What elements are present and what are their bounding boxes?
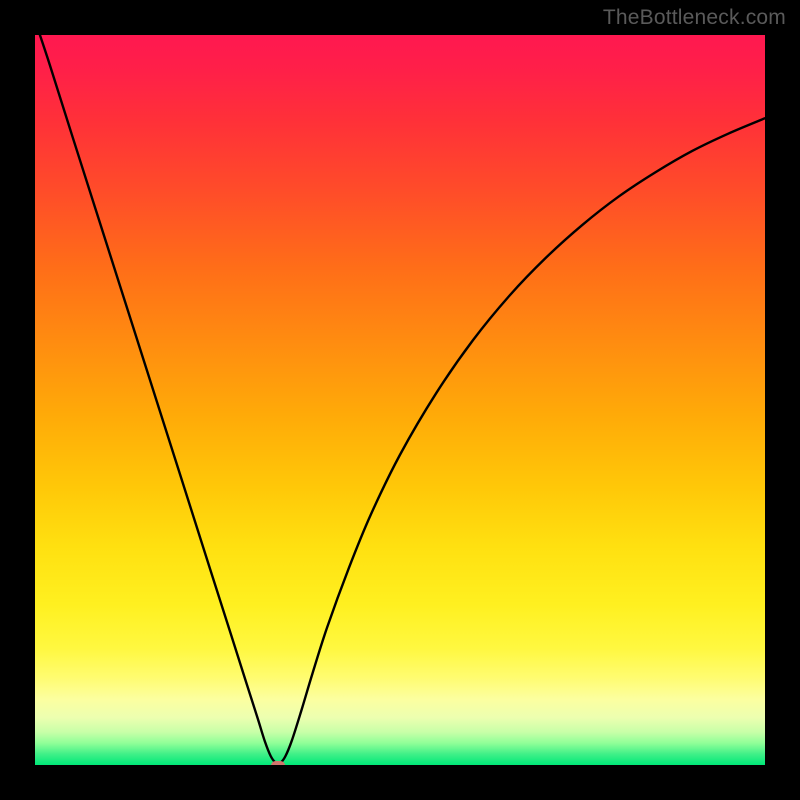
bottleneck-curve	[35, 35, 765, 765]
minimum-marker	[271, 761, 285, 766]
watermark-text: TheBottleneck.com	[603, 6, 786, 30]
plot-area	[35, 35, 765, 765]
